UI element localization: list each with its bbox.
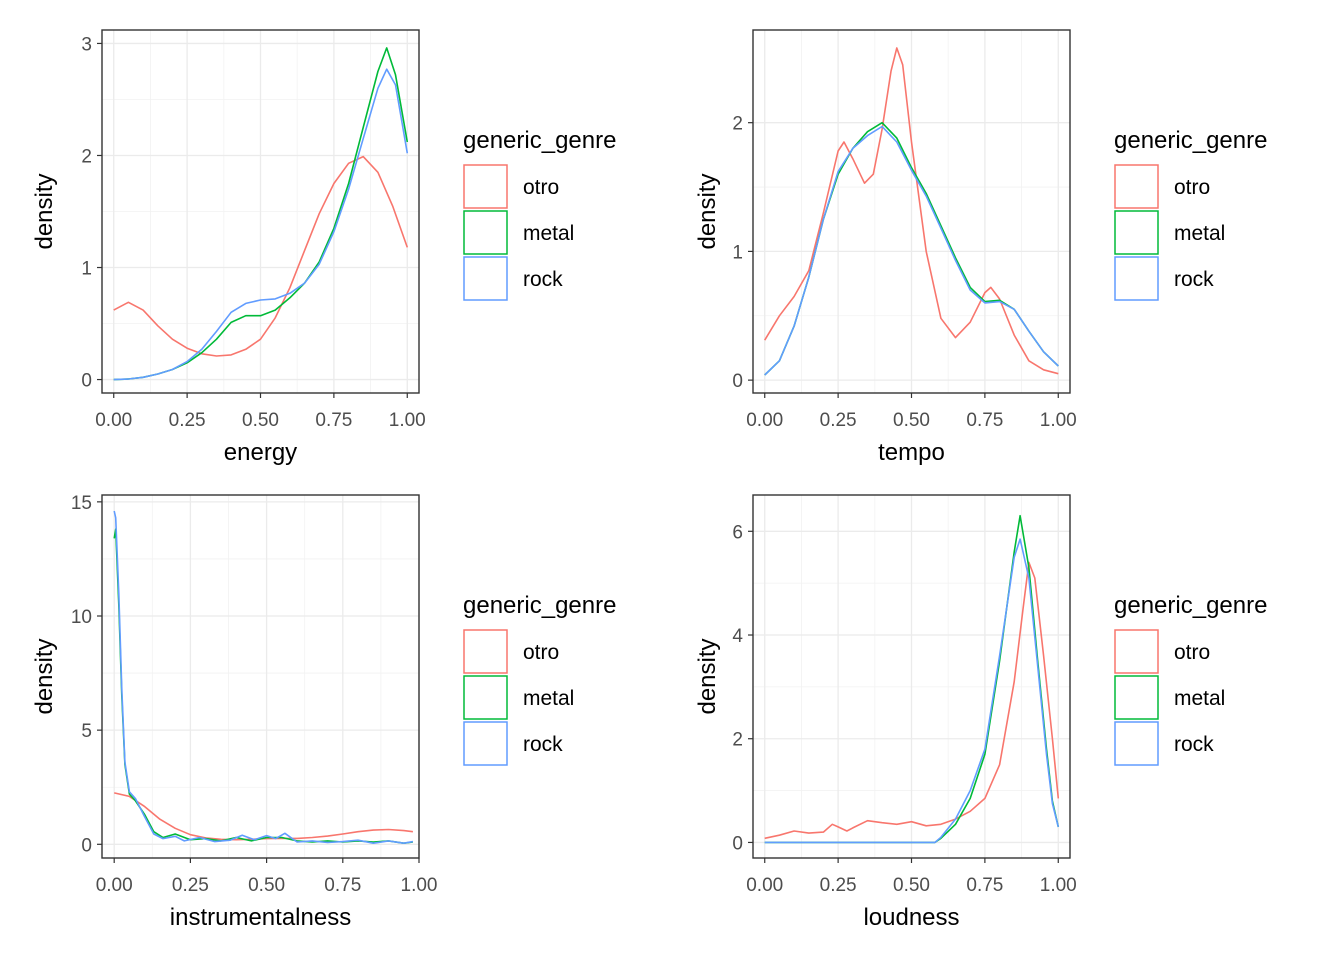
legend-label-rock: rock: [1174, 733, 1214, 756]
y-tick-label: 6: [732, 522, 743, 543]
x-tick-label: 0.50: [893, 410, 930, 431]
legend-key-metal: [1114, 675, 1159, 720]
legend-label-rock: rock: [1174, 268, 1214, 291]
x-tick-label: 0.75: [966, 875, 1003, 896]
chart-panel-4: 0.00 0.25 0.50 0.75 1.00 0 2 4 6 loudness density g…: [694, 494, 1267, 931]
y-tick-label: 0: [81, 835, 92, 856]
x-tick-label: 0.00: [746, 875, 783, 896]
legend-title: generic_genre: [1114, 592, 1267, 619]
legend-label-otro: otro: [1174, 641, 1210, 664]
y-tick-label: 0: [732, 371, 743, 392]
y-axis-title: density: [694, 638, 721, 714]
legend-title: generic_genre: [463, 127, 616, 154]
x-tick-label: 1.00: [389, 410, 426, 431]
y-tick-label: 15: [71, 493, 92, 514]
legend-label-rock: rock: [523, 733, 563, 756]
y-tick-label: 5: [81, 721, 92, 742]
y-tick-label: 0: [732, 833, 743, 854]
x-tick-label: 0.25: [820, 875, 857, 896]
legend-label-metal: metal: [1174, 687, 1225, 710]
series-line-rock: [113, 510, 414, 845]
x-tick-label: 0.50: [242, 410, 279, 431]
legend-title: generic_genre: [1114, 127, 1267, 154]
legend-key-rock: [463, 256, 508, 301]
x-tick-label: 0.50: [248, 875, 285, 896]
y-axis-title: density: [31, 638, 58, 714]
series-line-rock: [113, 68, 409, 381]
legend-key-metal: [463, 675, 508, 720]
legend-key-otro: [1114, 629, 1159, 674]
y-tick-label: 2: [732, 114, 743, 135]
series-line-otro: [113, 155, 409, 357]
chart-panel-2: 0.00 0.25 0.50 0.75 1.00 0 1 2 tempo density gener…: [694, 29, 1267, 466]
series-line-rock: [764, 125, 1059, 376]
legend-key-metal: [1114, 210, 1159, 255]
x-tick-label: 0.25: [172, 875, 209, 896]
x-axis-title: loudness: [863, 904, 959, 931]
legend-label-otro: otro: [523, 641, 559, 664]
x-tick-label: 0.25: [820, 410, 857, 431]
legend-label-metal: metal: [523, 222, 574, 245]
series-line-rock: [764, 538, 1060, 844]
x-tick-label: 0.50: [893, 875, 930, 896]
series-line-otro: [764, 47, 1059, 375]
panel-border: [101, 494, 420, 859]
x-axis-title: tempo: [878, 439, 945, 466]
x-axis-title: instrumentalness: [170, 904, 351, 931]
legend-key-rock: [1114, 721, 1159, 766]
legend-key-rock: [1114, 256, 1159, 301]
x-axis-title: energy: [224, 439, 297, 466]
legend-key-rock: [463, 721, 508, 766]
legend-key-metal: [463, 210, 508, 255]
y-tick-label: 3: [81, 34, 92, 55]
y-axis-title: density: [694, 173, 721, 249]
x-tick-label: 0.75: [324, 875, 361, 896]
x-tick-label: 1.00: [1040, 410, 1077, 431]
legend-key-otro: [1114, 164, 1159, 209]
x-tick-label: 0.00: [95, 410, 132, 431]
x-tick-label: 1.00: [401, 875, 438, 896]
x-tick-label: 0.00: [746, 410, 783, 431]
y-tick-label: 1: [732, 242, 743, 263]
y-tick-label: 1: [81, 259, 92, 280]
chart-panel-3: 0.00 0.25 0.50 0.75 1.00 0 5 10 15 instrumentalne…: [31, 493, 616, 931]
x-tick-label: 0.75: [315, 410, 352, 431]
legend-title: generic_genre: [463, 592, 616, 619]
x-tick-label: 0.00: [96, 875, 133, 896]
y-tick-label: 10: [71, 607, 92, 628]
y-tick-label: 4: [732, 626, 743, 647]
legend-key-otro: [463, 164, 508, 209]
series-line-otro: [114, 792, 413, 841]
legend-label-metal: metal: [1174, 222, 1225, 245]
y-axis-title: density: [31, 173, 58, 249]
legend-label-otro: otro: [523, 176, 559, 199]
legend-key-otro: [463, 629, 508, 674]
x-tick-label: 0.75: [966, 410, 1003, 431]
x-tick-label: 0.25: [169, 410, 206, 431]
legend-label-rock: rock: [523, 268, 563, 291]
legend-label-otro: otro: [1174, 176, 1210, 199]
y-tick-label: 2: [732, 730, 743, 751]
x-tick-label: 1.00: [1040, 875, 1077, 896]
y-tick-label: 2: [81, 146, 92, 167]
chart-panel-1: 0.00 0.25 0.50 0.75 1.00 0 1 2 3 energy density gen…: [31, 29, 616, 466]
legend-label-metal: metal: [523, 687, 574, 710]
plot-background: [102, 495, 419, 858]
y-tick-label: 0: [81, 371, 92, 392]
